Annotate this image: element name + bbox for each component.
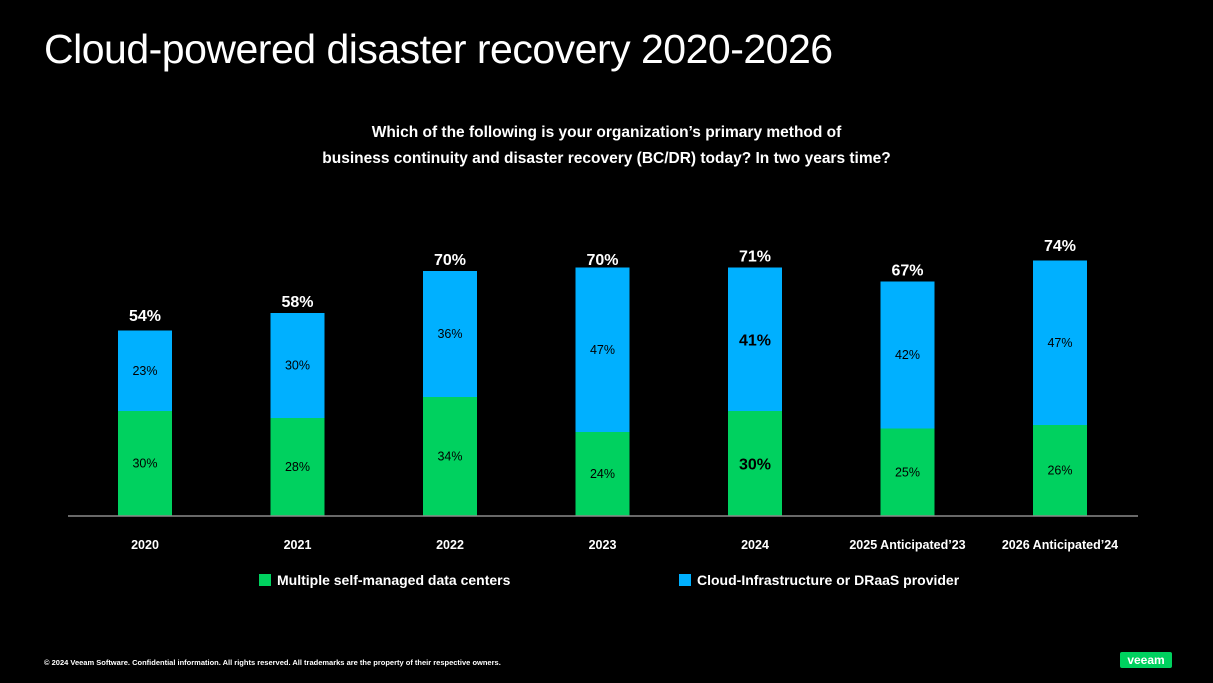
total-label: 54% [129, 308, 161, 325]
bar-segment [1033, 425, 1087, 516]
total-label: 70% [586, 252, 618, 269]
x-tick-label: 2025 Anticipated’23 [849, 538, 965, 552]
bar-segment [575, 432, 630, 516]
total-label: 67% [891, 263, 923, 280]
segment-label: 30% [285, 359, 310, 373]
segment-label: 24% [590, 467, 615, 481]
segment-label: 47% [1047, 336, 1072, 350]
segment-label: 42% [895, 348, 920, 362]
legend-swatch [679, 574, 691, 586]
bar-segment [423, 397, 477, 516]
x-tick-label: 2024 [741, 538, 769, 552]
segment-label: 41% [739, 332, 771, 349]
segment-label: 30% [739, 457, 771, 474]
segment-label: 36% [437, 327, 462, 341]
legend-label: Multiple self-managed data centers [277, 572, 511, 588]
footer-copyright: © 2024 Veeam Software. Confidential info… [44, 658, 501, 667]
segment-label: 25% [895, 465, 920, 479]
bar-segment [270, 418, 325, 516]
bar-segment [728, 411, 782, 516]
segment-label: 26% [1047, 464, 1072, 478]
total-label: 74% [1044, 238, 1076, 255]
bar-segment [270, 313, 325, 418]
total-label: 71% [739, 249, 771, 266]
bar-segment [728, 267, 782, 411]
segment-label: 23% [132, 364, 157, 378]
bar-segment [1033, 260, 1087, 425]
bar-segment [880, 428, 935, 516]
segment-label: 34% [437, 450, 462, 464]
total-label: 70% [434, 252, 466, 269]
legend-item-cloud: Cloud-Infrastructure or DRaaS provider [679, 572, 959, 588]
segment-label: 47% [590, 343, 615, 357]
legend-swatch [259, 574, 271, 586]
x-tick-label: 2026 Anticipated’24 [1002, 538, 1118, 552]
x-tick-label: 2023 [589, 538, 617, 552]
legend-label: Cloud-Infrastructure or DRaaS provider [697, 572, 960, 588]
legend-item-self-managed: Multiple self-managed data centers [259, 572, 510, 588]
bar-segment [575, 267, 630, 432]
subtitle-line: Which of the following is your organizat… [371, 124, 842, 141]
bar-segment [423, 271, 477, 397]
x-tick-label: 2021 [284, 538, 312, 552]
bar-segment [880, 281, 935, 429]
segment-label: 28% [285, 460, 310, 474]
page-title: Cloud-powered disaster recovery 2020-202… [44, 26, 833, 72]
bar-segment [118, 411, 172, 516]
bar-segment [118, 330, 172, 411]
total-label: 58% [281, 294, 313, 311]
x-tick-label: 2022 [436, 538, 464, 552]
segment-label: 30% [132, 457, 157, 471]
x-tick-label: 2020 [131, 538, 159, 552]
chart-subtitle: Which of the following is your organizat… [0, 120, 1213, 172]
subtitle-line: business continuity and disaster recover… [322, 150, 891, 167]
veeam-logo: veeam [1120, 652, 1172, 668]
